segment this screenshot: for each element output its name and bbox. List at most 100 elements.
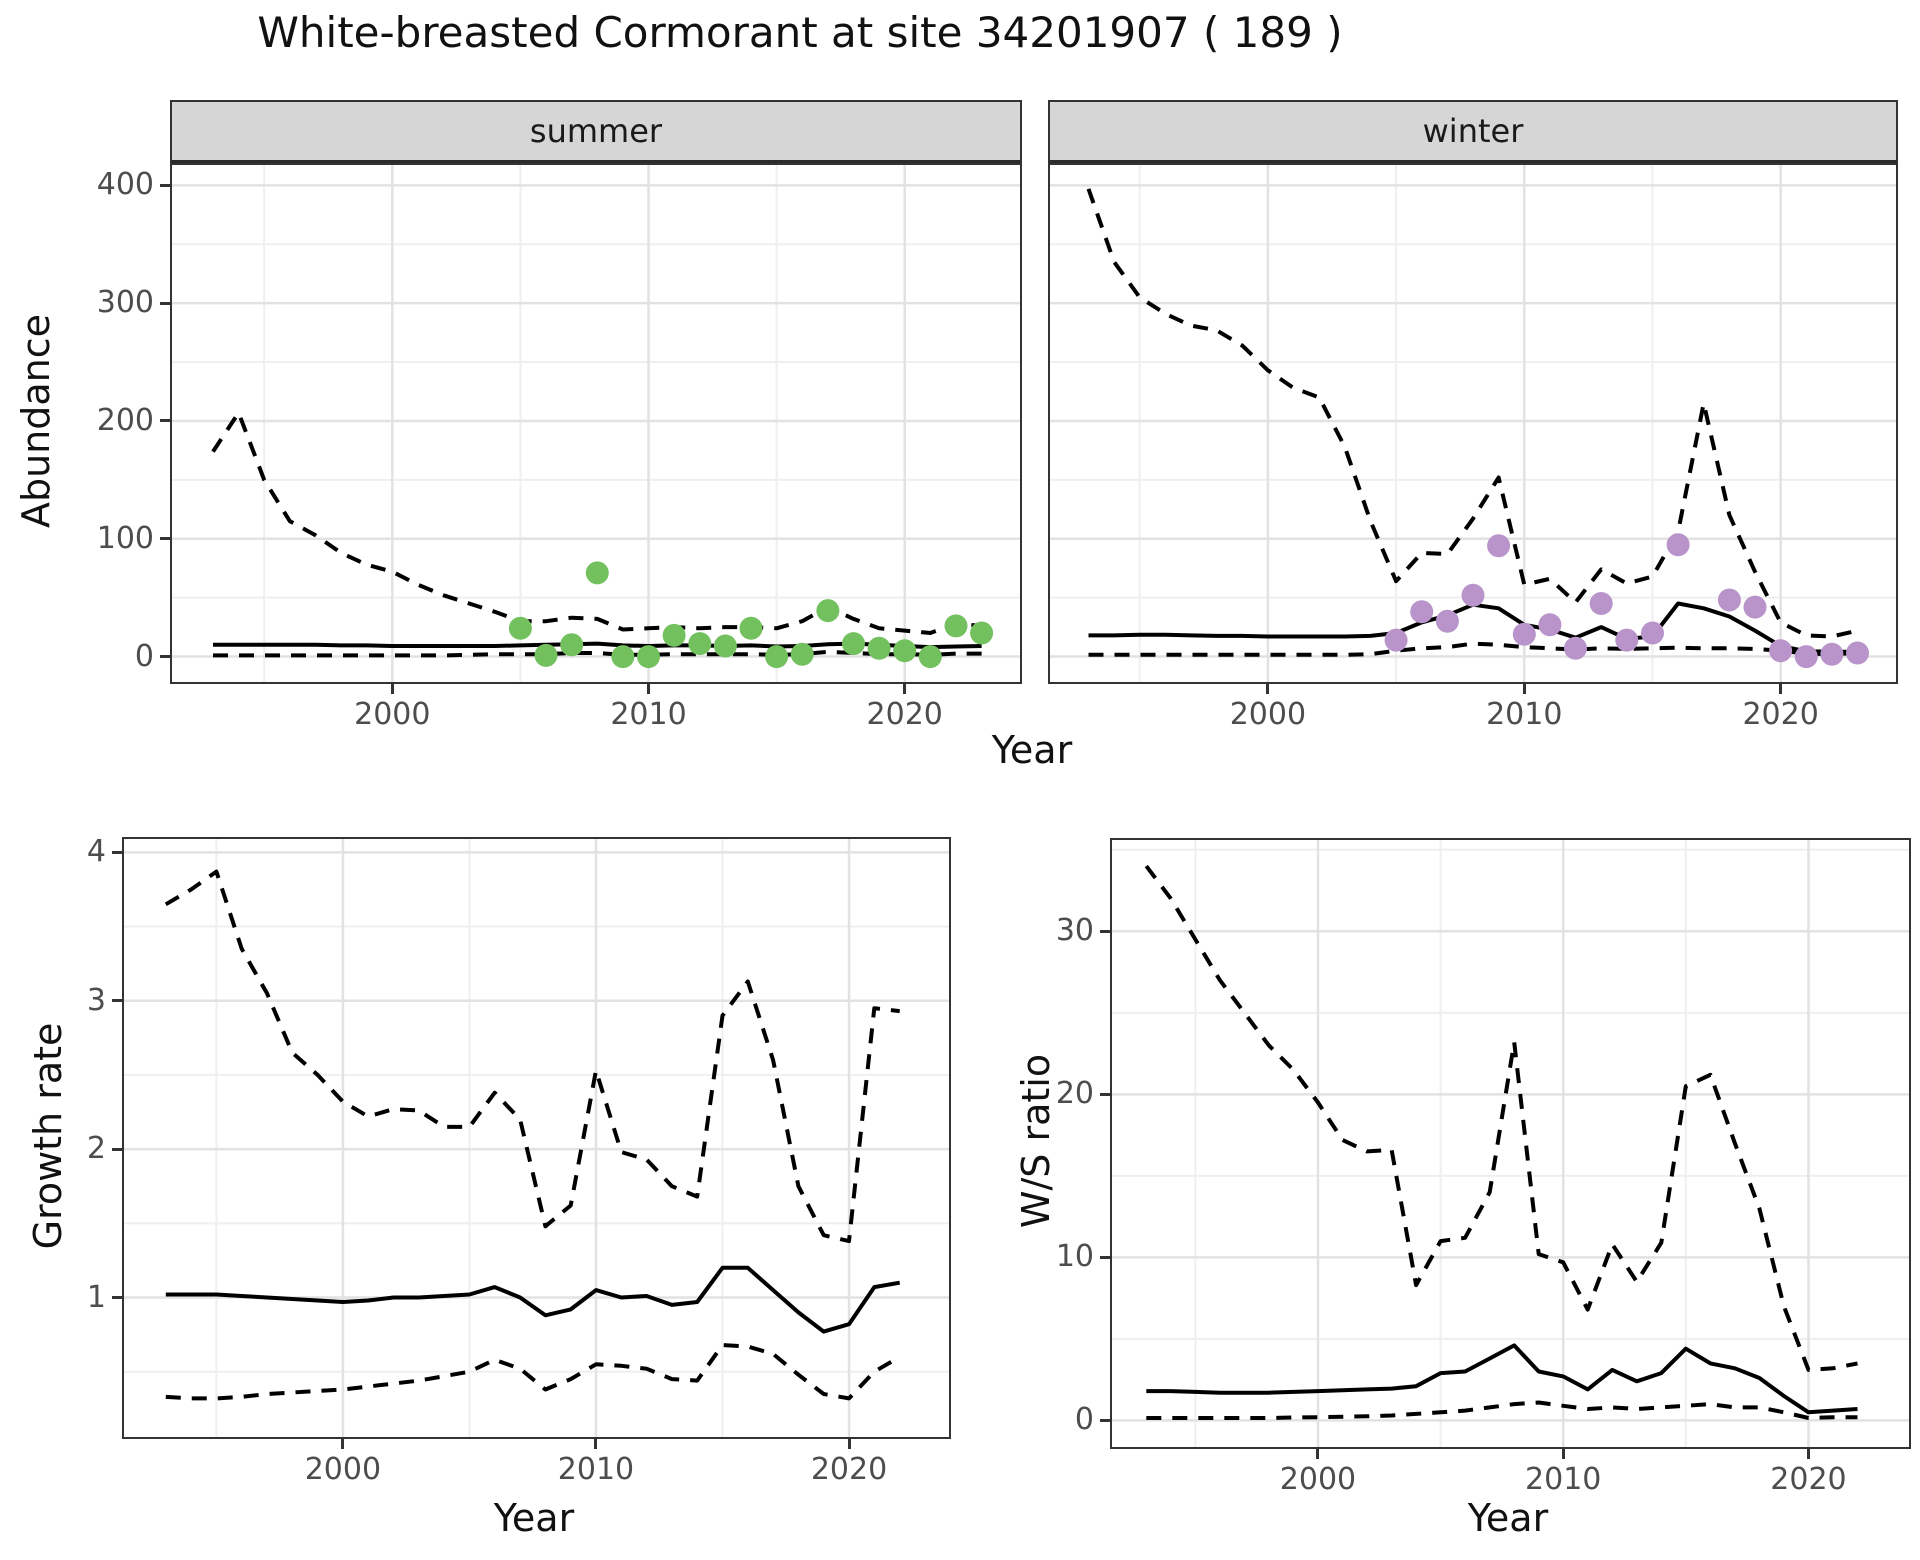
series-upper_ci	[211, 410, 982, 635]
observed_winter_counts-point	[1846, 641, 1869, 665]
observed_winter_counts-point	[1435, 609, 1459, 633]
observed_winter_counts-point	[1666, 533, 1690, 557]
observed_winter_counts-point	[1717, 588, 1741, 612]
series-fit	[213, 641, 982, 650]
observed_winter_counts-point	[1769, 639, 1793, 663]
x-tick-mark	[341, 1439, 345, 1449]
observed_winter_counts-point	[1820, 642, 1844, 666]
observed_winter_counts-point	[1641, 621, 1664, 645]
x-tick-mark	[903, 684, 907, 694]
series-lower_ci	[165, 1343, 901, 1401]
x-tick-label: 2010	[610, 697, 687, 732]
observed_summer_counts-point	[842, 632, 865, 656]
observed_summer_counts-point	[918, 645, 942, 669]
x-tick-label: 2010	[1486, 697, 1563, 732]
y-tick-mark	[160, 537, 170, 541]
observed_summer_counts-point	[765, 645, 789, 669]
x-tick-mark	[1806, 1449, 1810, 1459]
y-tick-label: 1	[86, 1279, 106, 1315]
observed_summer_counts-point	[508, 616, 532, 640]
x-tick-mark	[1522, 684, 1526, 694]
x-tick-mark	[1561, 1449, 1565, 1459]
y-tick-mark	[160, 183, 170, 187]
series-lower_ci	[1088, 641, 1858, 657]
y-tick-label: 4	[86, 834, 106, 870]
x-tick-label: 2010	[1525, 1462, 1602, 1497]
observed_winter_counts-point	[1487, 534, 1511, 558]
observed_winter_counts-point	[1384, 628, 1408, 652]
observed_summer_counts-point	[611, 645, 635, 669]
observed_summer_counts-point	[893, 639, 917, 663]
facet-strip-winter-label: winter	[1422, 112, 1524, 150]
panel-ws-ratio	[1110, 838, 1911, 1449]
series-fit	[1146, 1343, 1858, 1415]
observed_winter_counts-point	[1743, 595, 1767, 619]
y-tick-mark	[112, 999, 122, 1003]
observed_winter_counts-point	[1512, 622, 1536, 646]
y-tick-mark	[1100, 1092, 1110, 1096]
series-fit	[1088, 601, 1858, 654]
observed_winter_counts-point	[1410, 600, 1434, 624]
y-tick-label: 3	[86, 982, 106, 1018]
x-tick-label: 2000	[354, 697, 431, 732]
x-tick-label: 2020	[1742, 697, 1819, 732]
facet-strip-summer: summer	[170, 100, 1022, 163]
observed_summer_counts-point	[970, 621, 994, 645]
series-upper_ci	[1086, 188, 1858, 639]
series-fit	[165, 1265, 901, 1334]
x-tick-mark	[647, 684, 651, 694]
abundance-winter-plot	[1050, 165, 1896, 682]
series-lower_ci	[1146, 1400, 1858, 1420]
x-axis-title-ws-ratio: Year	[1467, 1496, 1549, 1540]
observed_summer_counts-point	[560, 633, 584, 657]
x-tick-label: 2020	[866, 697, 943, 732]
abundance-summer-plot	[172, 165, 1020, 682]
x-tick-mark	[1316, 1449, 1320, 1459]
y-tick-label: 200	[96, 402, 154, 438]
x-tick-label: 2010	[557, 1452, 635, 1487]
growth-rate-plot	[124, 839, 949, 1437]
panel-growth-rate	[122, 837, 951, 1439]
x-tick-mark	[390, 684, 394, 694]
observed_winter_counts-point	[1538, 613, 1562, 637]
y-tick-label: 30	[1055, 913, 1094, 949]
panel-abundance-winter	[1048, 163, 1898, 684]
observed_summer_counts-point	[713, 634, 737, 658]
y-tick-mark	[1100, 929, 1110, 933]
observed_winter_counts-point	[1615, 628, 1639, 652]
observed_summer_counts-point	[739, 616, 763, 640]
y-tick-label: 0	[134, 638, 154, 674]
series-lower_ci	[213, 649, 982, 658]
observed_summer_counts-point	[790, 642, 814, 666]
observed_summer_counts-point	[637, 645, 660, 669]
observed_summer_counts-point	[867, 636, 891, 660]
observed_winter_counts-point	[1589, 592, 1613, 615]
y-tick-mark	[160, 301, 170, 305]
y-tick-mark	[112, 850, 122, 854]
observed_summer_counts-point	[688, 632, 712, 656]
facet-strip-winter: winter	[1048, 100, 1898, 163]
observed_summer_counts-point	[662, 623, 686, 647]
series-upper_ci	[1144, 864, 1858, 1372]
panel-abundance-summer	[170, 163, 1022, 684]
x-tick-mark	[594, 1439, 598, 1449]
y-tick-label: 2	[86, 1131, 106, 1167]
x-axis-title-growth-rate: Year	[493, 1496, 575, 1540]
facet-strip-summer-label: summer	[529, 112, 663, 150]
y-tick-label: 20	[1055, 1076, 1094, 1112]
observed_summer_counts-point	[534, 643, 558, 667]
y-tick-label: 400	[96, 167, 154, 203]
y-tick-mark	[112, 1296, 122, 1300]
observed_summer_counts-point	[944, 614, 968, 638]
y-tick-label: 100	[96, 520, 154, 556]
observed_winter_counts-point	[1461, 583, 1485, 607]
observed_summer_counts-point	[816, 599, 840, 623]
y-tick-mark	[1100, 1418, 1110, 1422]
y-tick-label: 10	[1055, 1239, 1094, 1275]
x-axis-title-top: Year	[991, 728, 1073, 772]
y-tick-mark	[160, 655, 170, 659]
x-tick-label: 2020	[810, 1452, 888, 1487]
y-tick-label: 0	[1074, 1402, 1094, 1438]
series-upper_ci	[164, 869, 900, 1244]
